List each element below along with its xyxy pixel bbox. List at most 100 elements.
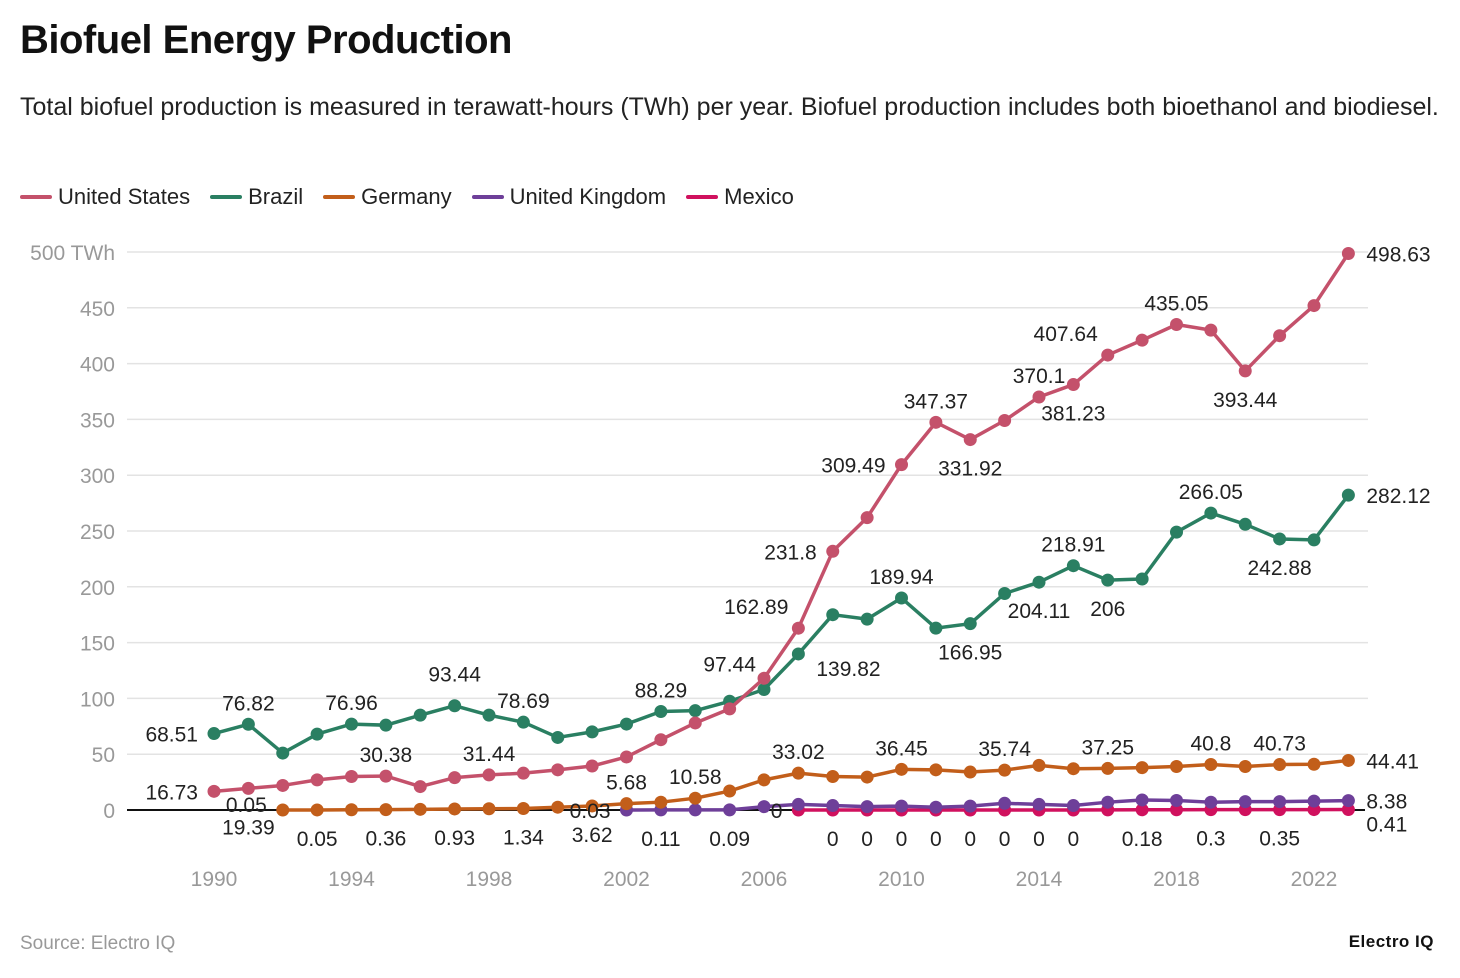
data-point — [723, 803, 737, 817]
data-label: 36.45 — [875, 737, 928, 760]
data-point — [207, 784, 221, 798]
data-point — [963, 765, 977, 779]
data-point — [1273, 795, 1287, 809]
y-tick-label: 200 — [80, 577, 115, 600]
data-point — [1238, 517, 1252, 531]
data-point — [620, 750, 633, 764]
data-point — [1135, 761, 1149, 775]
legend-label: United Kingdom — [509, 184, 667, 209]
data-label: 33.02 — [772, 741, 825, 764]
data-point — [963, 617, 977, 631]
data-label: 166.95 — [938, 642, 1002, 665]
data-point — [241, 717, 255, 731]
data-point — [1307, 757, 1321, 771]
data-point — [1238, 364, 1252, 378]
data-point — [998, 796, 1012, 810]
chart-title: Biofuel Energy Production — [20, 18, 512, 62]
data-point — [1170, 759, 1183, 773]
legend-item-united-states[interactable]: United States — [20, 184, 190, 210]
series-line — [626, 798, 1349, 812]
data-point — [929, 763, 943, 777]
data-point — [379, 803, 393, 817]
data-point — [654, 795, 668, 809]
source-note: Source: Electro IQ — [20, 933, 176, 954]
data-label: 0.18 — [1122, 828, 1163, 851]
data-point — [207, 727, 221, 741]
data-point — [1101, 761, 1115, 775]
legend-item-united-kingdom[interactable]: United Kingdom — [471, 184, 667, 210]
data-point — [860, 770, 874, 784]
y-tick-label: 300 — [80, 465, 115, 488]
data-label: 0 — [861, 828, 873, 851]
data-point — [585, 799, 599, 813]
data-point — [1341, 488, 1355, 502]
data-point — [1032, 758, 1046, 772]
data-point — [723, 702, 737, 716]
data-point — [276, 803, 290, 817]
data-point — [551, 730, 565, 744]
data-point — [413, 780, 427, 794]
data-point — [1307, 794, 1321, 808]
data-label: 0 — [771, 800, 783, 823]
data-point — [1273, 532, 1287, 546]
data-point — [757, 800, 771, 814]
data-label: 0 — [1033, 828, 1045, 851]
data-label: 309.49 — [821, 455, 885, 478]
data-label: 206 — [1090, 598, 1125, 621]
data-point — [757, 671, 771, 685]
data-label: 16.73 — [145, 781, 198, 804]
data-label: 3.62 — [572, 824, 613, 847]
x-tick-label: 2002 — [603, 868, 650, 891]
legend-swatch — [471, 195, 504, 199]
data-point — [1170, 525, 1183, 539]
data-point — [1204, 506, 1218, 520]
data-label: 0.09 — [709, 828, 750, 851]
y-tick-label: 250 — [80, 521, 115, 544]
data-point — [620, 797, 633, 811]
data-point — [1307, 533, 1321, 547]
data-point — [585, 759, 599, 773]
data-label: 5.68 — [606, 772, 647, 795]
data-label: 0.35 — [1259, 828, 1300, 851]
data-label: 0 — [930, 828, 942, 851]
data-point — [1135, 572, 1149, 586]
data-label: 162.89 — [724, 596, 788, 619]
data-label: 97.44 — [703, 653, 756, 676]
y-tick-label: 50 — [92, 744, 115, 767]
data-point — [654, 733, 668, 747]
data-label: 139.82 — [816, 658, 880, 681]
data-label: 370.1 — [1013, 365, 1066, 388]
data-label: 76.96 — [325, 692, 378, 715]
data-label: 0 — [999, 828, 1011, 851]
data-point — [826, 770, 840, 784]
data-label: 0 — [827, 828, 839, 851]
data-label: 407.64 — [1034, 323, 1099, 346]
data-point — [1238, 759, 1252, 773]
data-point — [929, 800, 943, 814]
data-label: 435.05 — [1144, 292, 1208, 315]
data-label: 0 — [1068, 828, 1080, 851]
data-point — [482, 768, 496, 782]
data-label: 1.34 — [503, 827, 544, 850]
data-point — [723, 784, 737, 798]
data-point — [791, 647, 805, 661]
data-label: 8.38 — [1366, 791, 1407, 814]
legend-item-brazil[interactable]: Brazil — [210, 184, 303, 210]
data-point — [895, 458, 908, 472]
data-point — [1135, 803, 1149, 817]
data-label: 218.91 — [1041, 534, 1105, 557]
data-point — [413, 708, 427, 722]
legend-item-germany[interactable]: Germany — [323, 184, 452, 210]
data-point — [276, 746, 290, 760]
data-point — [241, 781, 255, 795]
data-point — [482, 802, 496, 816]
data-label: 76.82 — [222, 692, 275, 715]
data-point — [860, 800, 874, 814]
y-tick-label: 100 — [80, 688, 115, 711]
data-label: 35.74 — [978, 738, 1031, 761]
legend-item-mexico[interactable]: Mexico — [686, 184, 794, 210]
data-point — [860, 511, 874, 525]
data-label: 0.05 — [297, 828, 338, 851]
data-point — [1204, 795, 1218, 809]
data-point — [1204, 757, 1218, 771]
